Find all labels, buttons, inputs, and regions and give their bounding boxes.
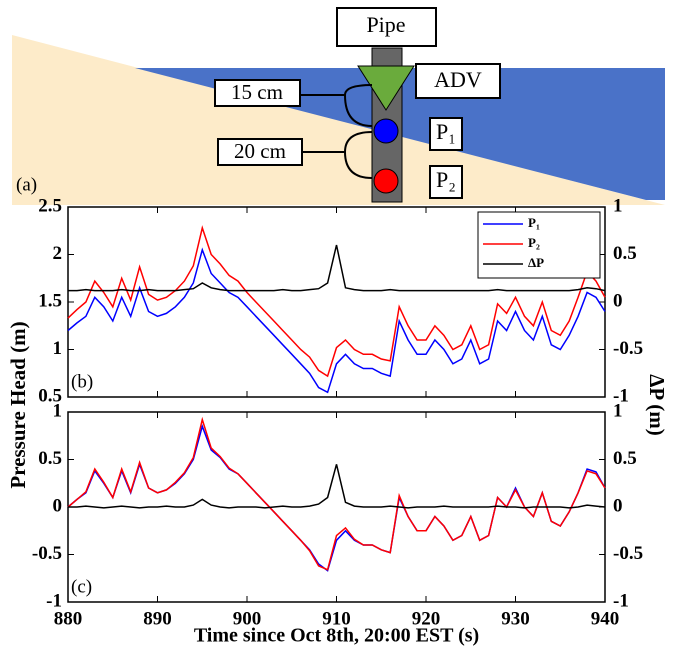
y-tick-label: 2: [53, 243, 63, 264]
gap-1-label: 15 cm: [231, 80, 283, 104]
p1-label: P₁: [436, 119, 456, 144]
y-tick-label: 1: [53, 338, 63, 359]
y2-tick-label: 0: [613, 495, 623, 516]
y-axis-label: Pressure Head (m): [6, 321, 30, 488]
series-line: [67, 247, 606, 394]
y-tick-label: 0.5: [38, 448, 62, 469]
gap-2-label: 20 cm: [234, 139, 286, 163]
p1-box: [429, 117, 463, 151]
p2-box: [429, 165, 463, 199]
x-tick-label: 920: [412, 608, 441, 629]
x-tick-label: 890: [143, 608, 172, 629]
y2-tick-label: 0.5: [613, 243, 637, 264]
y2-tick-label: -1: [613, 590, 629, 611]
series-line: [68, 244, 606, 292]
x-tick-label: 940: [591, 608, 620, 629]
y-tick-label: -0.5: [32, 543, 62, 564]
gap-1-box: [214, 79, 301, 107]
y2-tick-label: -0.5: [613, 543, 643, 564]
x-tick-label: 880: [54, 608, 83, 629]
y-tick-label: 0: [53, 495, 63, 516]
x-tick-label: 900: [233, 608, 262, 629]
y2-tick-label: -1: [613, 385, 629, 406]
legend-label: P₁: [528, 215, 540, 230]
y-tick-label: 0.5: [38, 385, 62, 406]
panel-label: (b): [71, 371, 93, 392]
sensor-2: [373, 168, 399, 194]
y-tick-label: 2.5: [38, 195, 62, 216]
series-line: [68, 464, 606, 509]
pipe-box: [336, 7, 437, 47]
legend-box: [477, 211, 601, 279]
y2-tick-label: -0.5: [613, 338, 643, 359]
y2-tick-label: 1: [613, 400, 623, 421]
y-tick-label: 1.5: [38, 290, 62, 311]
adv: [357, 65, 415, 111]
panel-label: (a): [16, 174, 37, 195]
brackets: [300, 84, 373, 179]
adv-box: [415, 63, 501, 99]
series-line: [67, 416, 606, 571]
y2-tick-label: 1: [613, 195, 623, 216]
y-tick-label: 1: [53, 400, 63, 421]
y-tick-label: -1: [46, 590, 62, 611]
pipe-label: Pipe: [366, 12, 405, 37]
x-axis-label: Time since Oct 8th, 20:00 EST (s): [194, 625, 479, 647]
y2-tick-label: 0: [613, 290, 623, 311]
diagram: Pipe ADV P₁ P₂ 15 cm 20 cm (a): [12, 7, 665, 205]
legend-label: P₂: [528, 235, 540, 250]
series-line: [67, 225, 606, 378]
legend-label: ΔP: [528, 255, 544, 270]
gap-2-box: [217, 138, 303, 166]
x-tick-label: 930: [501, 608, 530, 629]
y2-axis-label: ΔP (m): [645, 374, 669, 436]
y2-tick-label: 0.5: [613, 448, 637, 469]
adv-label: ADV: [434, 67, 482, 92]
panel-label: (c): [71, 576, 92, 597]
x-tick-label: 910: [322, 608, 351, 629]
sensor-1: [373, 118, 399, 144]
p2-label: P₂: [436, 167, 456, 192]
